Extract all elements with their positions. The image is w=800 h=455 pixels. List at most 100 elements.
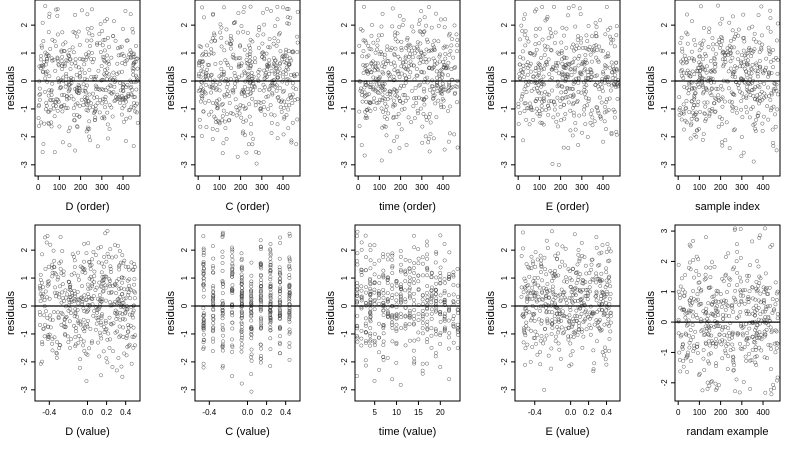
data-point: [377, 281, 382, 286]
data-point: [42, 334, 47, 339]
data-point: [607, 274, 612, 279]
data-point: [695, 103, 700, 108]
data-point: [581, 278, 586, 283]
x-tick-label: 400: [276, 183, 290, 192]
data-point: [575, 332, 580, 337]
data-point: [368, 306, 373, 311]
data-point: [747, 320, 752, 325]
data-point: [706, 44, 711, 49]
data-point: [82, 71, 87, 75]
data-point: [530, 108, 535, 112]
data-point: [230, 274, 235, 279]
data-point: [119, 292, 124, 297]
data-point: [434, 250, 439, 254]
data-point: [391, 102, 396, 107]
data-point: [59, 271, 64, 276]
data-point: [394, 114, 399, 119]
data-point: [535, 111, 540, 116]
data-point: [220, 365, 225, 370]
data-point: [451, 321, 456, 326]
data-point: [455, 100, 459, 105]
data-point: [589, 70, 594, 75]
data-point: [228, 110, 233, 115]
data-point: [683, 356, 688, 361]
data-point: [535, 65, 540, 70]
data-point: [594, 280, 598, 285]
data-point: [398, 254, 403, 259]
data-point: [277, 308, 282, 312]
x-tick-label: -0.4: [528, 408, 542, 417]
data-point: [582, 68, 587, 73]
data-point: [90, 339, 95, 344]
data-point: [755, 323, 760, 328]
x-tick-label: 0: [36, 183, 41, 192]
data-point: [67, 287, 72, 292]
data-point: [582, 104, 587, 109]
data-point: [594, 293, 599, 298]
data-point: [681, 57, 685, 62]
x-axis-title: sample index: [695, 201, 760, 213]
data-point: [690, 314, 695, 319]
data-point: [775, 378, 779, 383]
data-point: [37, 284, 42, 288]
data-point: [366, 43, 371, 48]
y-tick-label: 0: [340, 78, 349, 83]
data-point: [117, 267, 122, 272]
data-point: [728, 348, 733, 353]
data-point: [429, 345, 434, 350]
data-point: [51, 265, 56, 270]
data-point: [446, 73, 450, 78]
y-tick-label: -2: [340, 133, 349, 141]
data-point: [737, 275, 742, 280]
data-point: [103, 37, 107, 42]
data-point: [438, 299, 443, 304]
data-point: [452, 91, 457, 96]
data-point: [85, 103, 89, 107]
data-point: [65, 106, 70, 111]
data-point: [692, 97, 697, 102]
data-point: [268, 253, 273, 258]
data-point: [524, 62, 529, 67]
data-point: [96, 68, 101, 73]
data-point: [84, 107, 89, 112]
data-point: [129, 50, 134, 55]
data-point: [455, 295, 460, 299]
y-tick-label: -3: [180, 386, 189, 394]
data-point: [452, 23, 457, 28]
data-point: [708, 91, 713, 96]
data-point: [110, 255, 115, 260]
data-point: [125, 307, 129, 311]
data-point: [61, 273, 66, 277]
y-tick-label: -2: [340, 358, 349, 366]
data-point: [699, 301, 704, 306]
data-point: [711, 47, 716, 52]
data-point: [90, 33, 95, 38]
data-point: [247, 114, 252, 119]
data-point: [762, 334, 767, 339]
data-point: [376, 86, 381, 91]
data-point: [49, 124, 54, 129]
data-point: [525, 72, 530, 77]
data-point: [359, 143, 364, 148]
data-point: [771, 104, 776, 109]
data-point: [444, 44, 449, 49]
data-point: [112, 80, 117, 84]
data-point: [417, 18, 422, 23]
data-point: [249, 284, 254, 289]
data-point: [721, 62, 726, 67]
data-point: [85, 12, 90, 17]
data-point: [537, 297, 542, 302]
data-point: [441, 45, 446, 50]
data-point: [113, 330, 118, 335]
data-point: [770, 127, 775, 132]
data-point: [101, 288, 106, 293]
data-point: [722, 99, 727, 104]
data-point: [104, 60, 109, 65]
data-point: [261, 32, 266, 37]
data-point: [100, 312, 104, 317]
data-point: [403, 288, 408, 293]
data-point: [268, 256, 273, 261]
data-point: [388, 48, 393, 53]
data-point: [43, 322, 48, 327]
data-point: [217, 82, 222, 87]
